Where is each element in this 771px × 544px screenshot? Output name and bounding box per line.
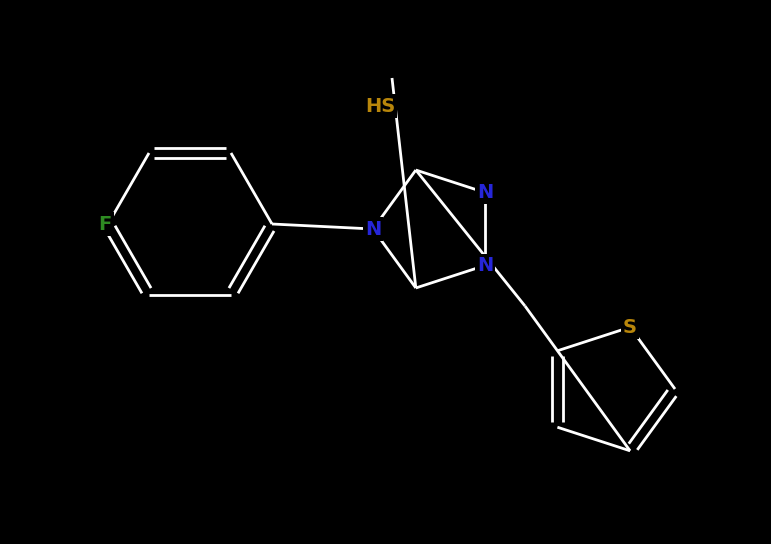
Text: HS: HS bbox=[365, 96, 395, 115]
Text: N: N bbox=[477, 183, 493, 202]
Text: N: N bbox=[477, 256, 493, 275]
Text: S: S bbox=[623, 318, 637, 337]
Text: N: N bbox=[365, 219, 381, 238]
Text: F: F bbox=[99, 214, 112, 233]
